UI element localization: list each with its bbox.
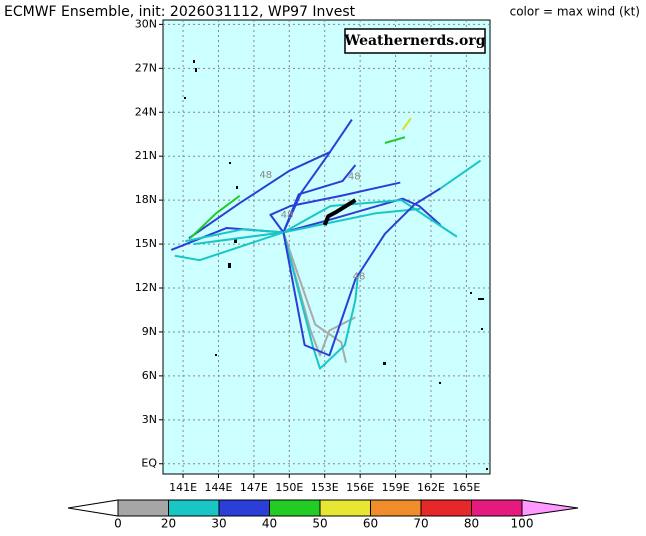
colorbar-label: 50 [312,517,327,531]
colorbar-segment [269,499,321,517]
lat-label: 3N [142,413,157,426]
track [188,150,332,240]
lon-label: 162E [417,481,445,494]
legend-title: color = max wind (kt) [510,5,640,19]
colorbar-segment [117,499,169,517]
lat-label: EQ [141,457,157,470]
islands [184,60,488,470]
lat-label: 27N [135,61,157,74]
lon-label: 165E [452,481,480,494]
lon-label: 141E [169,481,197,494]
track [189,194,241,239]
logo: Weathernerds.org [344,33,486,49]
lat-label: 30N [135,17,157,30]
track [193,207,421,246]
hour-label: 48 [281,210,294,221]
track [174,231,284,262]
colorbar-segment [471,499,523,517]
lon-label: 153E [311,481,339,494]
track [282,187,441,357]
track [282,232,356,357]
lat-label: 18N [135,193,157,206]
track [170,197,442,251]
track [401,117,412,131]
colorbar-segment [370,499,422,517]
colorbar-label: 30 [211,517,226,531]
track [282,199,458,238]
track [282,164,357,233]
track [384,136,406,144]
colorbar-segment [420,499,472,517]
colorbar-high [521,499,579,517]
colorbar-segment [218,499,270,517]
colorbar-label: 80 [464,517,479,531]
track [282,232,359,370]
track [269,181,401,233]
lon-label: 159E [382,481,410,494]
hour-label: 48 [348,172,361,183]
colorbar-label: 60 [363,517,378,531]
colorbar-label: 70 [413,517,428,531]
track [185,228,284,243]
track [439,159,482,190]
map-area [162,19,491,475]
colorbar-label: 0 [114,517,122,531]
colorbar-low [67,499,119,517]
logo-box [344,28,486,54]
colorbar-segment [319,499,371,517]
title: ECMWF Ensemble, init: 2026031112, WP97 I… [4,4,356,20]
lon-label: 144E [205,481,233,494]
lat-label: 24N [135,105,157,118]
hour-label: 48 [353,271,366,282]
lat-label: 9N [142,325,157,338]
track [322,198,357,226]
lat-label: 6N [142,369,157,382]
hour-label: 48 [259,170,272,181]
lon-label: 150E [275,481,303,494]
colorbar-label: 20 [161,517,176,531]
colorbar-segment [168,499,220,517]
colorbar-label: 40 [262,517,277,531]
lon-label: 147E [240,481,268,494]
colorbar-label: 100 [511,517,534,531]
lon-label: 156E [346,481,374,494]
lat-label: 12N [135,281,157,294]
lat-label: 15N [135,237,157,250]
lat-label: 21N [135,149,157,162]
track [282,232,347,363]
